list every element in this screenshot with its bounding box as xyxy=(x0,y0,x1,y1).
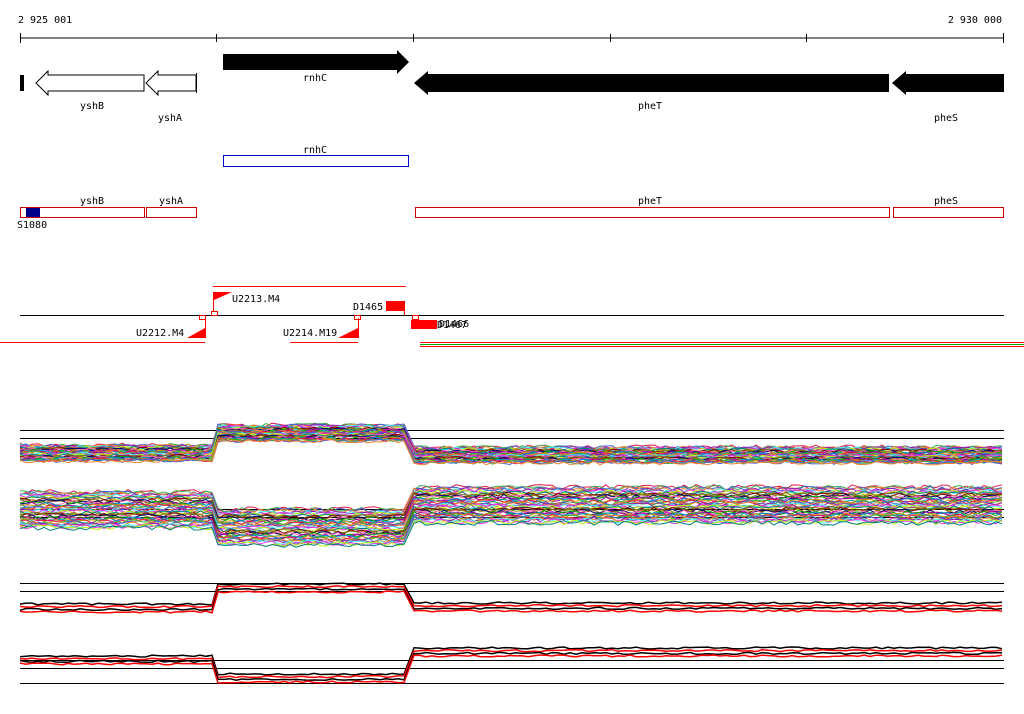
cds-box-pheS[interactable] xyxy=(893,207,1004,218)
cds-label-pheT: pheT xyxy=(638,196,662,207)
feature-anchor xyxy=(211,311,218,316)
expression-panel-3 xyxy=(19,582,1004,614)
signal-line xyxy=(19,484,1003,513)
expression-panel-1 xyxy=(19,422,1004,466)
panel-3-signal-lines xyxy=(19,582,1003,614)
signal-line xyxy=(19,484,1003,513)
signal-line xyxy=(19,519,1003,548)
feature-flag[interactable] xyxy=(338,328,358,338)
marker-label: S1080 xyxy=(17,220,47,231)
feature-label: U2214.M19 xyxy=(283,328,337,339)
panel-1-signal-lines xyxy=(19,422,1003,466)
gene-label-yshB: yshB xyxy=(80,101,104,112)
feature-track: U2213.M4 U2212.M4 U2214.M19 D1465 D1467 … xyxy=(0,286,1024,347)
cds-box-pheT[interactable] xyxy=(415,207,890,218)
coordinate-ruler: 2 925 001 2 930 000 xyxy=(18,15,1004,43)
feature-anchor xyxy=(412,315,419,320)
gene-track: yshB yshA rnhC pheT pheS xyxy=(20,50,1004,124)
signal-line xyxy=(19,646,1003,676)
signal-line xyxy=(19,582,1003,606)
gene-label-pheT: pheT xyxy=(638,101,662,112)
signal-line xyxy=(19,511,1003,540)
gene-arrow-rnhC[interactable] xyxy=(223,50,409,74)
signal-line xyxy=(19,438,1003,466)
signal-line xyxy=(19,490,1003,519)
signal-line xyxy=(19,519,1003,548)
gene-fragment-marker xyxy=(20,75,24,91)
signal-line xyxy=(19,651,1003,681)
gene-arrow-yshA[interactable] xyxy=(145,69,197,97)
feature-label: D1466 xyxy=(439,319,469,330)
feature-anchor xyxy=(199,315,206,320)
gene-label-yshA: yshA xyxy=(158,113,182,124)
ruler-end-label: 2 930 000 xyxy=(948,15,1002,26)
signal-line xyxy=(19,648,1003,679)
feature-label: D1465 xyxy=(353,302,383,313)
gene-arrow-yshB[interactable] xyxy=(35,69,145,97)
feature-flag[interactable] xyxy=(214,292,232,300)
signal-line xyxy=(19,509,1003,538)
blue-track-label: rnhC xyxy=(303,145,327,156)
feature-anchor xyxy=(354,315,361,320)
cds-box-yshB[interactable] xyxy=(20,207,145,218)
signal-line xyxy=(19,500,1003,529)
cds-label-yshB: yshB xyxy=(80,196,104,207)
gene-label-pheS: pheS xyxy=(934,113,958,124)
signal-line xyxy=(19,516,1003,545)
feature-block[interactable] xyxy=(386,301,404,311)
expression-panel-4 xyxy=(19,646,1004,684)
marker-box[interactable] xyxy=(26,208,40,217)
blue-track-box[interactable] xyxy=(223,155,409,167)
feature-flag[interactable] xyxy=(187,328,205,338)
signal-line xyxy=(19,492,1003,521)
cds-label-pheS: pheS xyxy=(934,196,958,207)
blue-transcript-track: rnhC xyxy=(223,145,409,167)
panel-2-signal-lines xyxy=(19,484,1003,548)
feature-label: U2213.M4 xyxy=(232,294,280,305)
feature-block[interactable] xyxy=(411,320,437,329)
cds-box-yshA[interactable] xyxy=(146,207,197,218)
gene-label-rnhC: rnhC xyxy=(303,73,327,84)
feature-label: D1467 xyxy=(437,320,467,331)
signal-line xyxy=(19,585,1003,609)
signal-line xyxy=(19,513,1003,542)
signal-line xyxy=(19,590,1003,614)
expression-panel-2 xyxy=(19,484,1004,548)
gene-arrow-pheS[interactable] xyxy=(892,71,1004,95)
ruler-start-label: 2 925 001 xyxy=(18,15,72,26)
gene-arrow-pheT[interactable] xyxy=(414,71,889,95)
signal-line xyxy=(19,505,1003,534)
panel-4-signal-lines xyxy=(19,646,1003,684)
red-cds-track: yshB yshA pheT pheS S1080 xyxy=(17,196,1004,231)
cds-label-yshA: yshA xyxy=(159,196,183,207)
signal-line xyxy=(19,505,1003,534)
feature-label: U2212.M4 xyxy=(136,328,184,339)
signal-line xyxy=(19,654,1003,684)
signal-line xyxy=(19,587,1003,612)
